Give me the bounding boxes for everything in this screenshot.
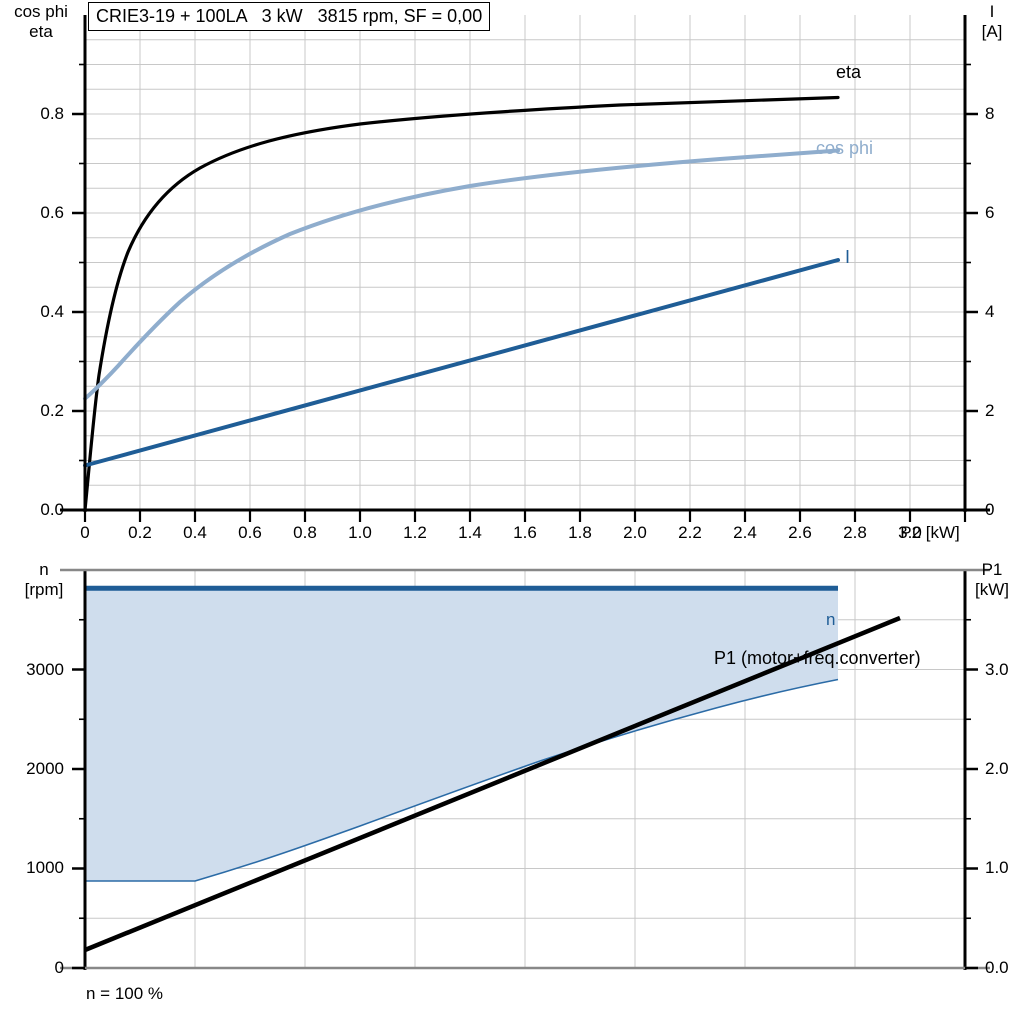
- bottom-left-tick-0: 0: [54, 958, 64, 977]
- bottom-chart-panel: n [rpm] P1 [kW]: [0, 548, 1024, 1024]
- top-x-tick-13: 2.6: [788, 523, 812, 542]
- footnote-speed-percent: n = 100 %: [86, 984, 164, 1003]
- top-right-major-ticks: [965, 112, 978, 512]
- speed-curve-label: n: [826, 610, 836, 629]
- top-right-tick-0: 0: [985, 500, 995, 519]
- top-x-tick-8: 1.6: [513, 523, 537, 542]
- top-x-tick-14: 2.8: [843, 523, 867, 542]
- cos-phi-curve-label: cos phi: [816, 138, 874, 158]
- top-chart-svg: [60, 15, 990, 522]
- top-left-major-ticks: [72, 112, 85, 512]
- top-x-ticks: [83, 510, 967, 522]
- top-left-tick-2: 0.4: [40, 302, 64, 321]
- chart-title: CRIE3-19 + 100LA 3 kW 3815 rpm, SF = 0,0…: [88, 2, 491, 31]
- bottom-right-tick-3: 3.0: [985, 660, 1009, 679]
- top-x-tick-9: 1.8: [568, 523, 592, 542]
- top-x-tick-15: 3.0: [898, 523, 922, 542]
- current-curve: [83, 258, 840, 468]
- top-right-tick-1: 2: [985, 401, 995, 420]
- bottom-left-tick-2: 2000: [26, 759, 64, 778]
- bottom-right-minor-ticks: [965, 618, 971, 920]
- top-x-tick-11: 2.2: [678, 523, 702, 542]
- top-left-minor-ticks: [79, 63, 85, 462]
- bottom-right-major-ticks: [965, 668, 978, 970]
- top-x-tick-7: 1.4: [458, 523, 482, 542]
- top-left-tick-1: 0.2: [40, 401, 64, 420]
- bottom-left-axis-title: n [rpm]: [24, 560, 64, 599]
- bottom-right-tick-2: 2.0: [985, 759, 1009, 778]
- bottom-left-tick-1: 1000: [26, 858, 64, 877]
- top-x-tick-1: 0.2: [128, 523, 152, 542]
- top-x-tick-12: 2.4: [733, 523, 757, 542]
- top-x-tick-4: 0.8: [293, 523, 317, 542]
- eta-curve: [83, 95, 840, 512]
- bottom-left-minor-ticks: [79, 618, 85, 920]
- top-right-tick-4: 8: [985, 104, 995, 123]
- eta-curve-label: eta: [836, 62, 862, 82]
- top-right-tick-3: 6: [985, 203, 995, 222]
- top-x-tick-5: 1.0: [348, 523, 372, 542]
- bottom-right-tick-1: 1.0: [985, 858, 1009, 877]
- bottom-chart-svg: [60, 568, 990, 970]
- top-x-axis-title: P2 [kW]: [900, 523, 960, 542]
- bottom-right-axis-title: P1 [kW]: [975, 560, 1009, 599]
- cos-phi-curve: [83, 148, 840, 401]
- top-right-axis-title: I [A]: [981, 2, 1003, 41]
- top-x-tick-3: 0.6: [238, 523, 262, 542]
- bottom-right-tick-0: 0.0: [985, 958, 1009, 977]
- top-left-tick-3: 0.6: [40, 203, 64, 222]
- top-right-tick-2: 4: [985, 302, 995, 321]
- top-grid-horizontal: [85, 39, 965, 486]
- top-x-tick-10: 2.0: [623, 523, 647, 542]
- top-left-tick-0: 0.0: [40, 500, 64, 519]
- top-x-tick-0: 0: [80, 523, 90, 542]
- top-x-tick-6: 1.2: [403, 523, 427, 542]
- envelope-lower-bound: [85, 678, 839, 882]
- power-curve-label: P1 (motor+freq.converter): [714, 648, 921, 668]
- bottom-left-tick-3: 3000: [26, 660, 64, 679]
- top-left-tick-4: 0.8: [40, 104, 64, 123]
- operating-envelope-area: [85, 588, 838, 881]
- current-curve-label: I: [845, 247, 851, 267]
- top-left-axis-title: cos phi eta: [14, 2, 68, 41]
- top-right-minor-ticks: [965, 63, 971, 462]
- bottom-left-major-ticks: [72, 668, 85, 970]
- top-chart-panel: cos phi eta I [A] CRIE3-19 + 100LA 3 kW …: [14, 2, 1003, 542]
- power-curve: [84, 615, 901, 953]
- top-x-tick-2: 0.4: [183, 523, 207, 542]
